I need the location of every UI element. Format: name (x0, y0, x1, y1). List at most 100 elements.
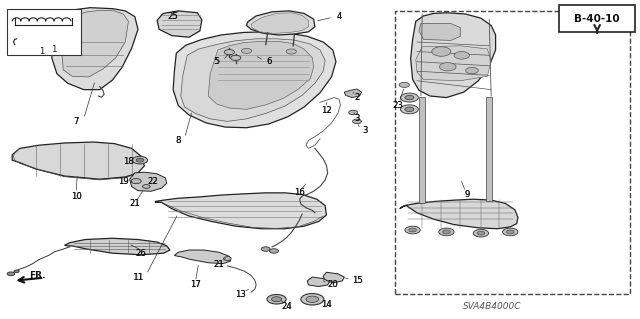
Text: 5: 5 (214, 56, 220, 65)
Polygon shape (307, 277, 330, 286)
Polygon shape (416, 46, 491, 81)
Polygon shape (344, 89, 362, 98)
Circle shape (286, 49, 296, 54)
Circle shape (409, 228, 417, 232)
Circle shape (405, 107, 414, 112)
Text: 26: 26 (136, 249, 147, 258)
Circle shape (353, 119, 362, 123)
Text: 15: 15 (351, 276, 362, 285)
Text: 9: 9 (464, 190, 470, 199)
Text: 2: 2 (355, 93, 360, 102)
Text: FR.: FR. (29, 271, 46, 280)
Circle shape (401, 93, 419, 102)
Polygon shape (419, 97, 426, 203)
Text: 10: 10 (71, 191, 81, 201)
Circle shape (502, 228, 518, 236)
Text: 3: 3 (362, 126, 367, 135)
Text: 2: 2 (355, 93, 360, 102)
Text: 12: 12 (321, 106, 332, 115)
Circle shape (7, 272, 15, 276)
Text: SVA4B4000C: SVA4B4000C (463, 302, 522, 311)
Text: 1: 1 (51, 45, 56, 55)
Circle shape (269, 249, 278, 253)
Circle shape (261, 247, 270, 251)
Text: 19: 19 (118, 177, 129, 186)
Circle shape (405, 226, 420, 234)
Text: 8: 8 (175, 136, 181, 145)
Text: 13: 13 (235, 290, 246, 299)
Circle shape (454, 51, 469, 59)
Circle shape (306, 296, 319, 302)
Circle shape (224, 50, 234, 55)
Circle shape (271, 297, 282, 302)
Circle shape (301, 293, 324, 305)
Text: 23: 23 (392, 101, 403, 110)
Text: 14: 14 (321, 300, 332, 308)
Polygon shape (251, 13, 308, 33)
Text: 26: 26 (136, 249, 147, 258)
FancyBboxPatch shape (559, 5, 635, 33)
Circle shape (440, 63, 456, 71)
Text: 4: 4 (337, 12, 342, 21)
Text: 18: 18 (123, 157, 134, 166)
Circle shape (466, 67, 478, 74)
Text: 18: 18 (123, 157, 134, 166)
Circle shape (267, 294, 286, 304)
Polygon shape (52, 8, 138, 90)
Text: 17: 17 (190, 280, 201, 289)
Circle shape (477, 231, 484, 235)
Text: 12: 12 (321, 106, 332, 115)
Circle shape (432, 47, 451, 56)
Polygon shape (174, 250, 230, 264)
Text: 20: 20 (328, 279, 338, 288)
Text: 15: 15 (352, 276, 362, 285)
Text: B-40-10: B-40-10 (574, 14, 620, 24)
Circle shape (230, 55, 241, 60)
Circle shape (405, 95, 414, 100)
Text: 8: 8 (175, 136, 181, 145)
Circle shape (131, 179, 141, 184)
Polygon shape (246, 11, 315, 35)
Circle shape (223, 257, 231, 261)
Text: 10: 10 (70, 191, 81, 201)
Polygon shape (323, 272, 344, 283)
Text: 16: 16 (294, 188, 305, 197)
Text: 25: 25 (168, 12, 179, 21)
Polygon shape (130, 172, 167, 191)
Text: 6: 6 (266, 56, 271, 65)
Circle shape (349, 110, 358, 115)
Circle shape (473, 229, 488, 237)
Circle shape (439, 228, 454, 236)
Text: 14: 14 (321, 300, 332, 308)
Text: 24: 24 (282, 302, 292, 311)
Text: 7: 7 (74, 117, 79, 126)
Circle shape (399, 82, 410, 87)
Text: 11: 11 (132, 272, 143, 281)
Polygon shape (173, 32, 336, 128)
Text: 21: 21 (129, 199, 140, 208)
Text: 21: 21 (129, 199, 140, 208)
Polygon shape (400, 199, 518, 229)
Circle shape (506, 230, 514, 234)
Polygon shape (486, 97, 492, 201)
Polygon shape (411, 13, 495, 98)
Circle shape (443, 230, 451, 234)
Polygon shape (419, 24, 461, 41)
Circle shape (241, 48, 252, 53)
Text: 19: 19 (118, 177, 129, 186)
Text: 6: 6 (266, 56, 271, 65)
FancyBboxPatch shape (7, 9, 81, 55)
Polygon shape (65, 238, 170, 255)
Text: 1: 1 (40, 47, 45, 56)
Text: 16: 16 (294, 188, 305, 197)
Circle shape (136, 158, 144, 162)
Text: 21: 21 (214, 260, 225, 269)
Text: 21: 21 (214, 260, 225, 269)
Text: 20: 20 (327, 279, 339, 288)
Polygon shape (62, 10, 129, 77)
Text: 3: 3 (355, 114, 360, 123)
Text: 4: 4 (337, 12, 342, 21)
Text: 24: 24 (282, 302, 292, 311)
Circle shape (14, 270, 19, 272)
Polygon shape (157, 11, 202, 37)
